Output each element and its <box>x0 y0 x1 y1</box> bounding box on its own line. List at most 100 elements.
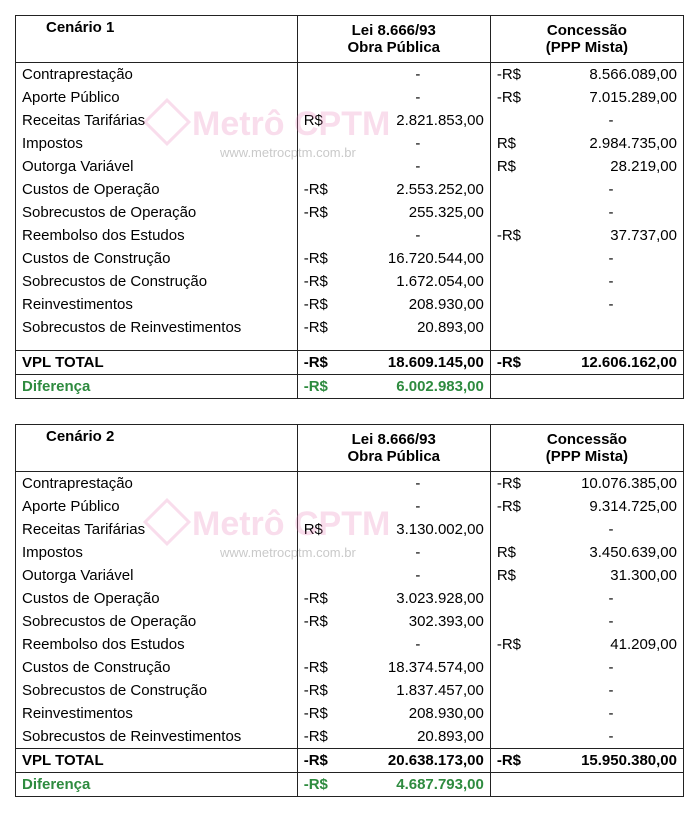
conc-sign: -R$ <box>490 86 539 109</box>
lei-sign <box>297 86 346 109</box>
table-row: Sobrecustos de Reinvestimentos-R$20.893,… <box>16 725 684 749</box>
conc-sign <box>490 702 539 725</box>
row-label: Reinvestimentos <box>16 293 298 316</box>
table-row: Sobrecustos de Operação-R$302.393,00- <box>16 610 684 633</box>
table-row: Sobrecustos de Reinvestimentos-R$20.893,… <box>16 316 684 351</box>
row-label: Sobrecustos de Reinvestimentos <box>16 725 298 749</box>
lei-sign <box>297 63 346 87</box>
lei-value: 1.837.457,00 <box>346 679 490 702</box>
table-row: Outorga Variável-R$31.300,00 <box>16 564 684 587</box>
row-label: Outorga Variável <box>16 155 298 178</box>
row-label: Impostos <box>16 541 298 564</box>
row-label: Receitas Tarifárias <box>16 518 298 541</box>
lei-sign <box>297 132 346 155</box>
lei-value: - <box>346 541 490 564</box>
conc-value: 2.984.735,00 <box>539 132 683 155</box>
row-label: Reembolso dos Estudos <box>16 224 298 247</box>
scenario-table-1: Cenário 1Lei 8.666/93Obra PúblicaConcess… <box>15 15 684 399</box>
lei-sign: R$ <box>297 518 346 541</box>
conc-value: 9.314.725,00 <box>539 495 683 518</box>
lei-sign: -R$ <box>297 610 346 633</box>
diff-value: 4.687.793,00 <box>346 773 490 797</box>
table-title: Cenário 2 <box>16 425 298 472</box>
table-row: Outorga Variável-R$28.219,00 <box>16 155 684 178</box>
lei-sign: -R$ <box>297 702 346 725</box>
total-conc-sign: -R$ <box>490 351 539 375</box>
conc-value <box>539 316 683 351</box>
difference-row: Diferença-R$6.002.983,00 <box>16 375 684 399</box>
col-lei-header: Lei 8.666/93Obra Pública <box>297 16 490 63</box>
lei-value: - <box>346 495 490 518</box>
conc-value: - <box>539 610 683 633</box>
total-label: VPL TOTAL <box>16 351 298 375</box>
total-conc-value: 12.606.162,00 <box>539 351 683 375</box>
lei-sign: -R$ <box>297 247 346 270</box>
lei-sign: -R$ <box>297 178 346 201</box>
conc-sign: R$ <box>490 132 539 155</box>
conc-value: - <box>539 656 683 679</box>
lei-sign <box>297 564 346 587</box>
conc-sign: -R$ <box>490 472 539 496</box>
conc-sign <box>490 270 539 293</box>
conc-value: 8.566.089,00 <box>539 63 683 87</box>
conc-sign <box>490 679 539 702</box>
lei-value: 3.023.928,00 <box>346 587 490 610</box>
row-label: Aporte Público <box>16 495 298 518</box>
table-row: Contraprestação--R$8.566.089,00 <box>16 63 684 87</box>
lei-value: - <box>346 472 490 496</box>
lei-value: - <box>346 564 490 587</box>
lei-sign <box>297 633 346 656</box>
table-row: Reembolso dos Estudos--R$41.209,00 <box>16 633 684 656</box>
conc-value: 10.076.385,00 <box>539 472 683 496</box>
table-row: Contraprestação--R$10.076.385,00 <box>16 472 684 496</box>
lei-value: - <box>346 86 490 109</box>
lei-sign: -R$ <box>297 587 346 610</box>
scenario-table-2: Cenário 2Lei 8.666/93Obra PúblicaConcess… <box>15 424 684 797</box>
conc-sign <box>490 109 539 132</box>
lei-value: - <box>346 132 490 155</box>
row-label: Custos de Operação <box>16 178 298 201</box>
lei-value: 208.930,00 <box>346 702 490 725</box>
table-title: Cenário 1 <box>16 16 298 63</box>
conc-sign: R$ <box>490 564 539 587</box>
lei-value: 255.325,00 <box>346 201 490 224</box>
difference-row: Diferença-R$4.687.793,00 <box>16 773 684 797</box>
lei-value: 16.720.544,00 <box>346 247 490 270</box>
diff-sign: -R$ <box>297 375 346 399</box>
table-row: Custos de Operação-R$2.553.252,00 - <box>16 178 684 201</box>
lei-value: - <box>346 63 490 87</box>
table-row: Impostos-R$3.450.639,00 <box>16 541 684 564</box>
table-row: Receitas TarifáriasR$3.130.002,00- <box>16 518 684 541</box>
lei-sign: -R$ <box>297 725 346 749</box>
conc-sign: -R$ <box>490 63 539 87</box>
col-lei-header: Lei 8.666/93Obra Pública <box>297 425 490 472</box>
conc-value: - <box>539 109 683 132</box>
conc-value: - <box>539 178 683 201</box>
row-label: Outorga Variável <box>16 564 298 587</box>
diff-sign: -R$ <box>297 773 346 797</box>
row-label: Sobrecustos de Operação <box>16 610 298 633</box>
conc-sign <box>490 610 539 633</box>
conc-value: - <box>539 725 683 749</box>
lei-value: - <box>346 155 490 178</box>
row-label: Custos de Construção <box>16 656 298 679</box>
lei-value: 1.672.054,00 <box>346 270 490 293</box>
conc-sign <box>490 247 539 270</box>
lei-sign: -R$ <box>297 679 346 702</box>
total-conc-sign: -R$ <box>490 749 539 773</box>
lei-sign: -R$ <box>297 656 346 679</box>
row-label: Sobrecustos de Construção <box>16 679 298 702</box>
total-lei-sign: -R$ <box>297 351 346 375</box>
table-row: Custos de Construção-R$18.374.574,00- <box>16 656 684 679</box>
table-row: Custos de Operação-R$3.023.928,00- <box>16 587 684 610</box>
conc-sign <box>490 293 539 316</box>
row-label: Reinvestimentos <box>16 702 298 725</box>
lei-value: 2.553.252,00 <box>346 178 490 201</box>
conc-sign: R$ <box>490 155 539 178</box>
total-lei-value: 20.638.173,00 <box>346 749 490 773</box>
table-row: Impostos-R$2.984.735,00 <box>16 132 684 155</box>
lei-value: 20.893,00 <box>346 725 490 749</box>
lei-sign <box>297 472 346 496</box>
row-label: Sobrecustos de Operação <box>16 201 298 224</box>
conc-sign <box>490 201 539 224</box>
